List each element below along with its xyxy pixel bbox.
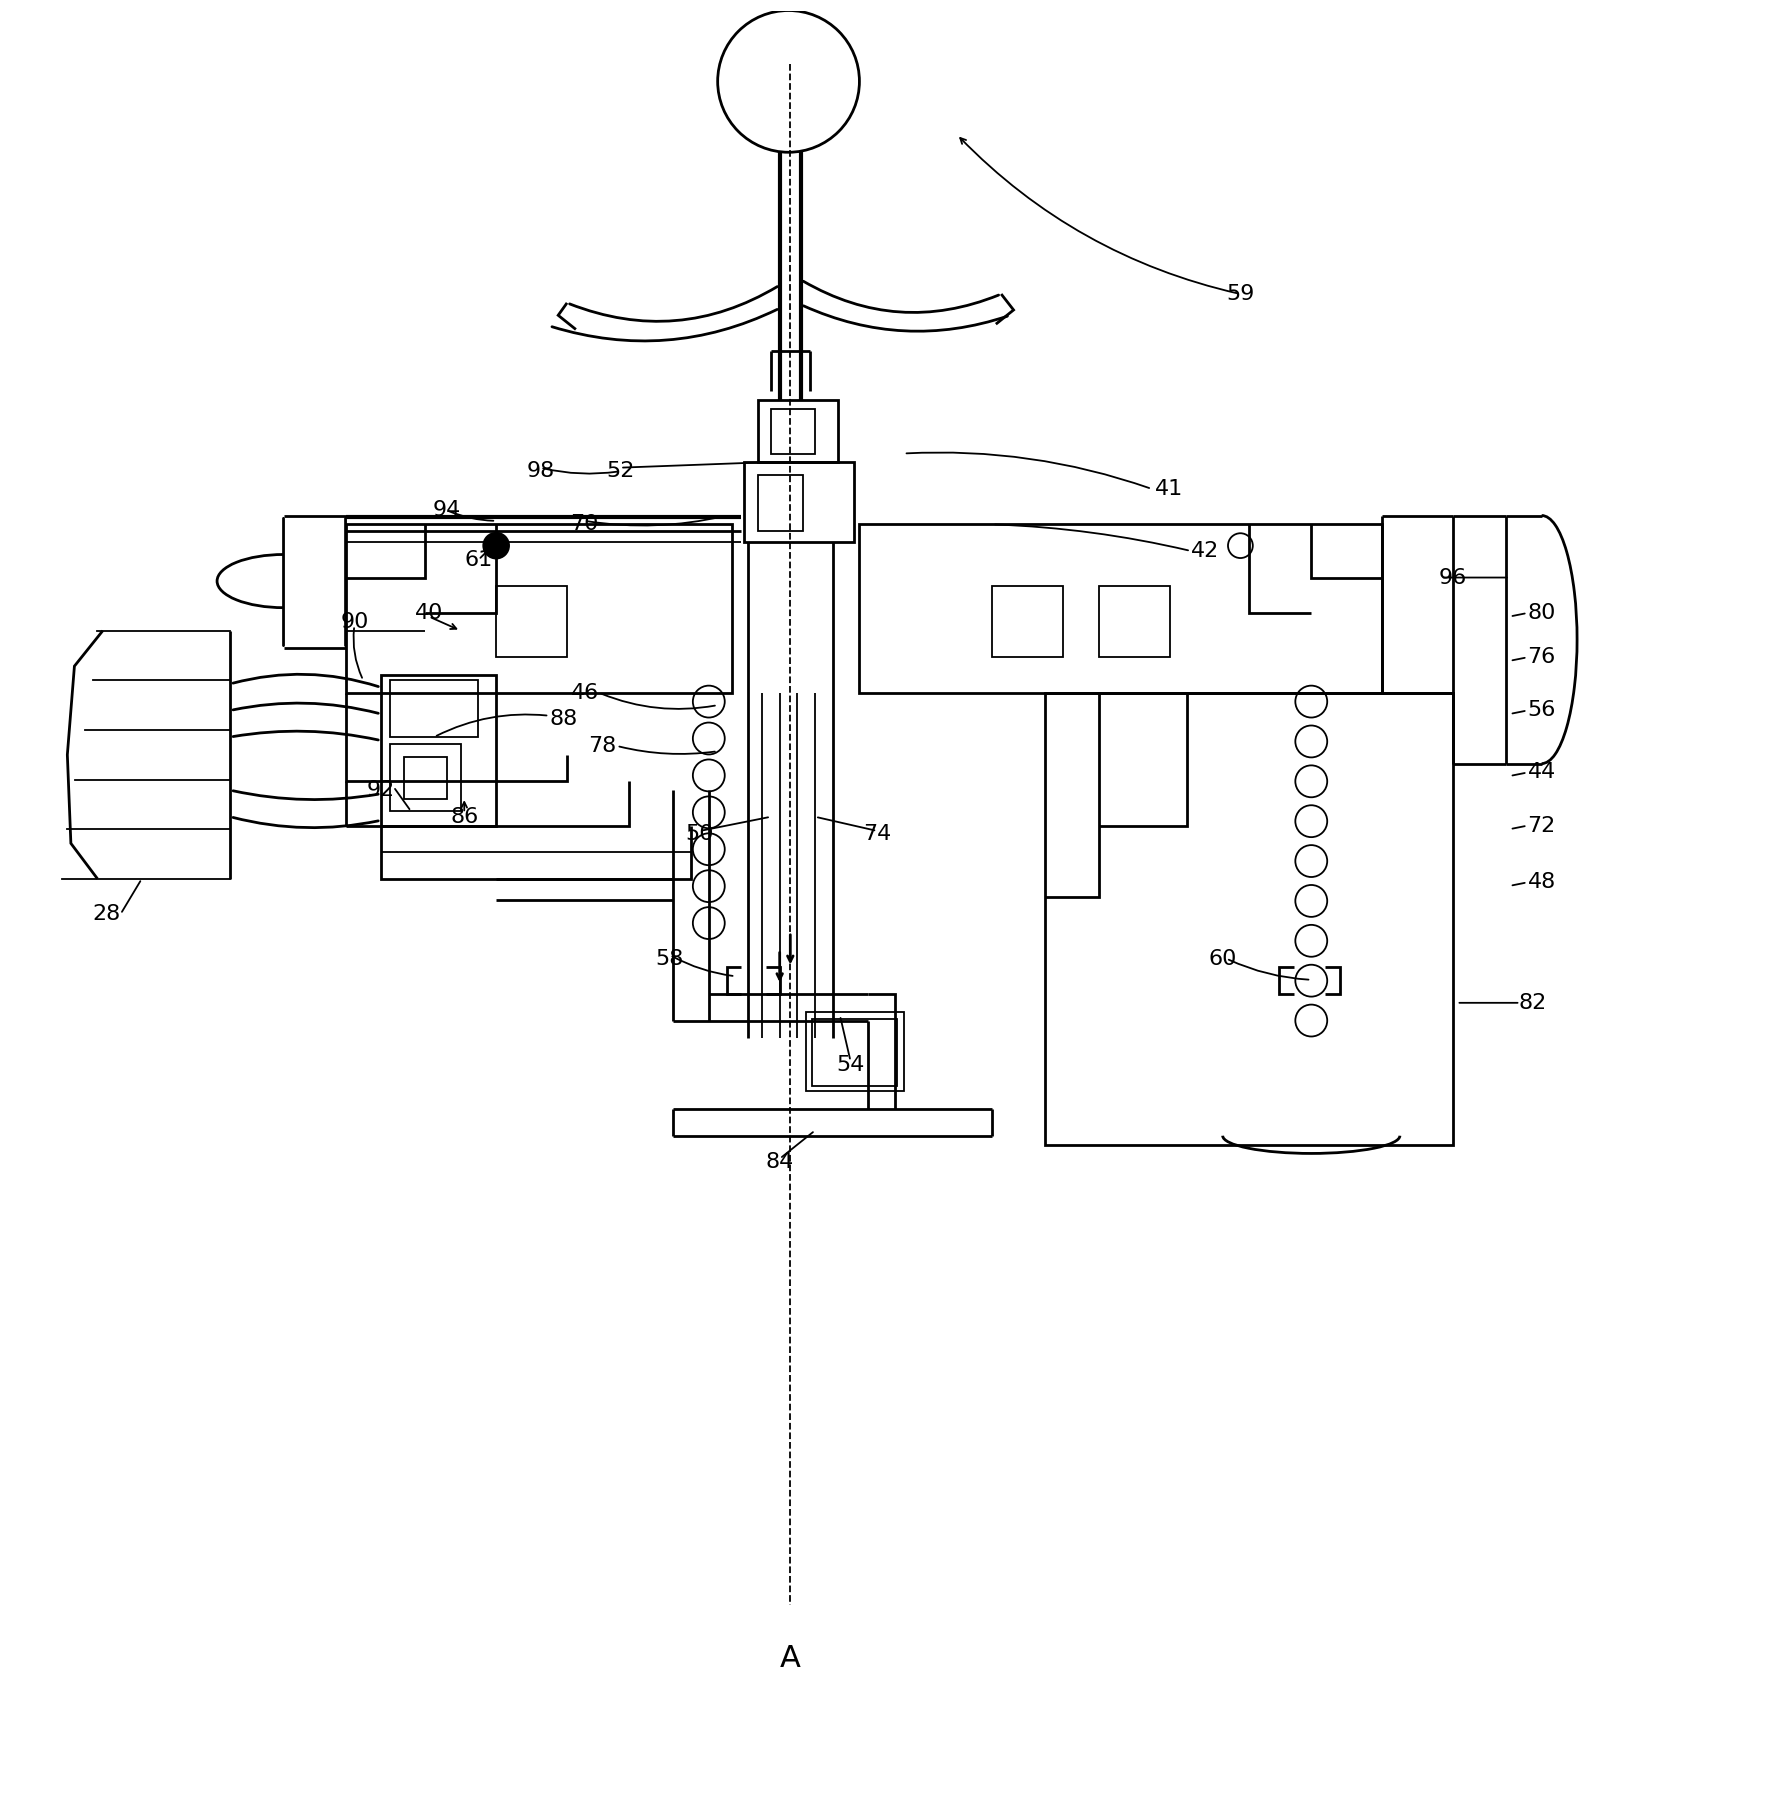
Bar (1099, 586, 1170, 658)
Text: 94: 94 (432, 500, 461, 520)
Text: 60: 60 (1209, 948, 1237, 968)
Text: 78: 78 (588, 735, 617, 757)
Bar (758, 400, 838, 463)
Text: 72: 72 (1527, 816, 1556, 836)
Text: 28: 28 (92, 904, 120, 923)
Text: 61: 61 (464, 550, 493, 570)
Text: 98: 98 (526, 461, 555, 481)
Text: 76: 76 (1527, 647, 1556, 667)
Bar (771, 409, 815, 454)
Text: 92: 92 (367, 780, 395, 800)
Text: 56: 56 (1527, 701, 1556, 721)
Text: 82: 82 (1519, 993, 1547, 1013)
Bar (496, 586, 567, 658)
Text: 48: 48 (1527, 873, 1556, 893)
Bar (806, 1011, 904, 1092)
Text: 88: 88 (549, 710, 578, 730)
Circle shape (1228, 533, 1253, 558)
Bar (744, 463, 854, 541)
Text: 44: 44 (1527, 762, 1556, 782)
Text: 80: 80 (1527, 602, 1556, 622)
Bar (346, 524, 732, 692)
Bar (390, 744, 461, 812)
Text: 74: 74 (863, 825, 891, 845)
Text: A: A (780, 1644, 801, 1673)
Text: 46: 46 (571, 683, 599, 703)
Text: 40: 40 (415, 602, 443, 622)
Text: 96: 96 (1439, 568, 1467, 588)
Bar (859, 524, 1382, 692)
Text: 50: 50 (686, 825, 714, 845)
Bar (390, 680, 478, 737)
Bar (404, 757, 447, 800)
Text: 90: 90 (340, 611, 369, 631)
Text: 41: 41 (1155, 479, 1184, 498)
Bar (812, 1018, 897, 1087)
Text: 59: 59 (1226, 283, 1255, 305)
Circle shape (484, 533, 509, 558)
Bar (1045, 692, 1453, 1144)
Bar (992, 586, 1063, 658)
Text: 52: 52 (606, 461, 634, 481)
Text: 84: 84 (766, 1153, 794, 1173)
Text: 58: 58 (656, 948, 684, 968)
Bar (381, 674, 496, 825)
Text: 54: 54 (836, 1054, 865, 1074)
Text: 42: 42 (1191, 541, 1219, 561)
Bar (758, 475, 803, 531)
Text: 70: 70 (571, 515, 599, 534)
Text: 86: 86 (450, 807, 478, 827)
